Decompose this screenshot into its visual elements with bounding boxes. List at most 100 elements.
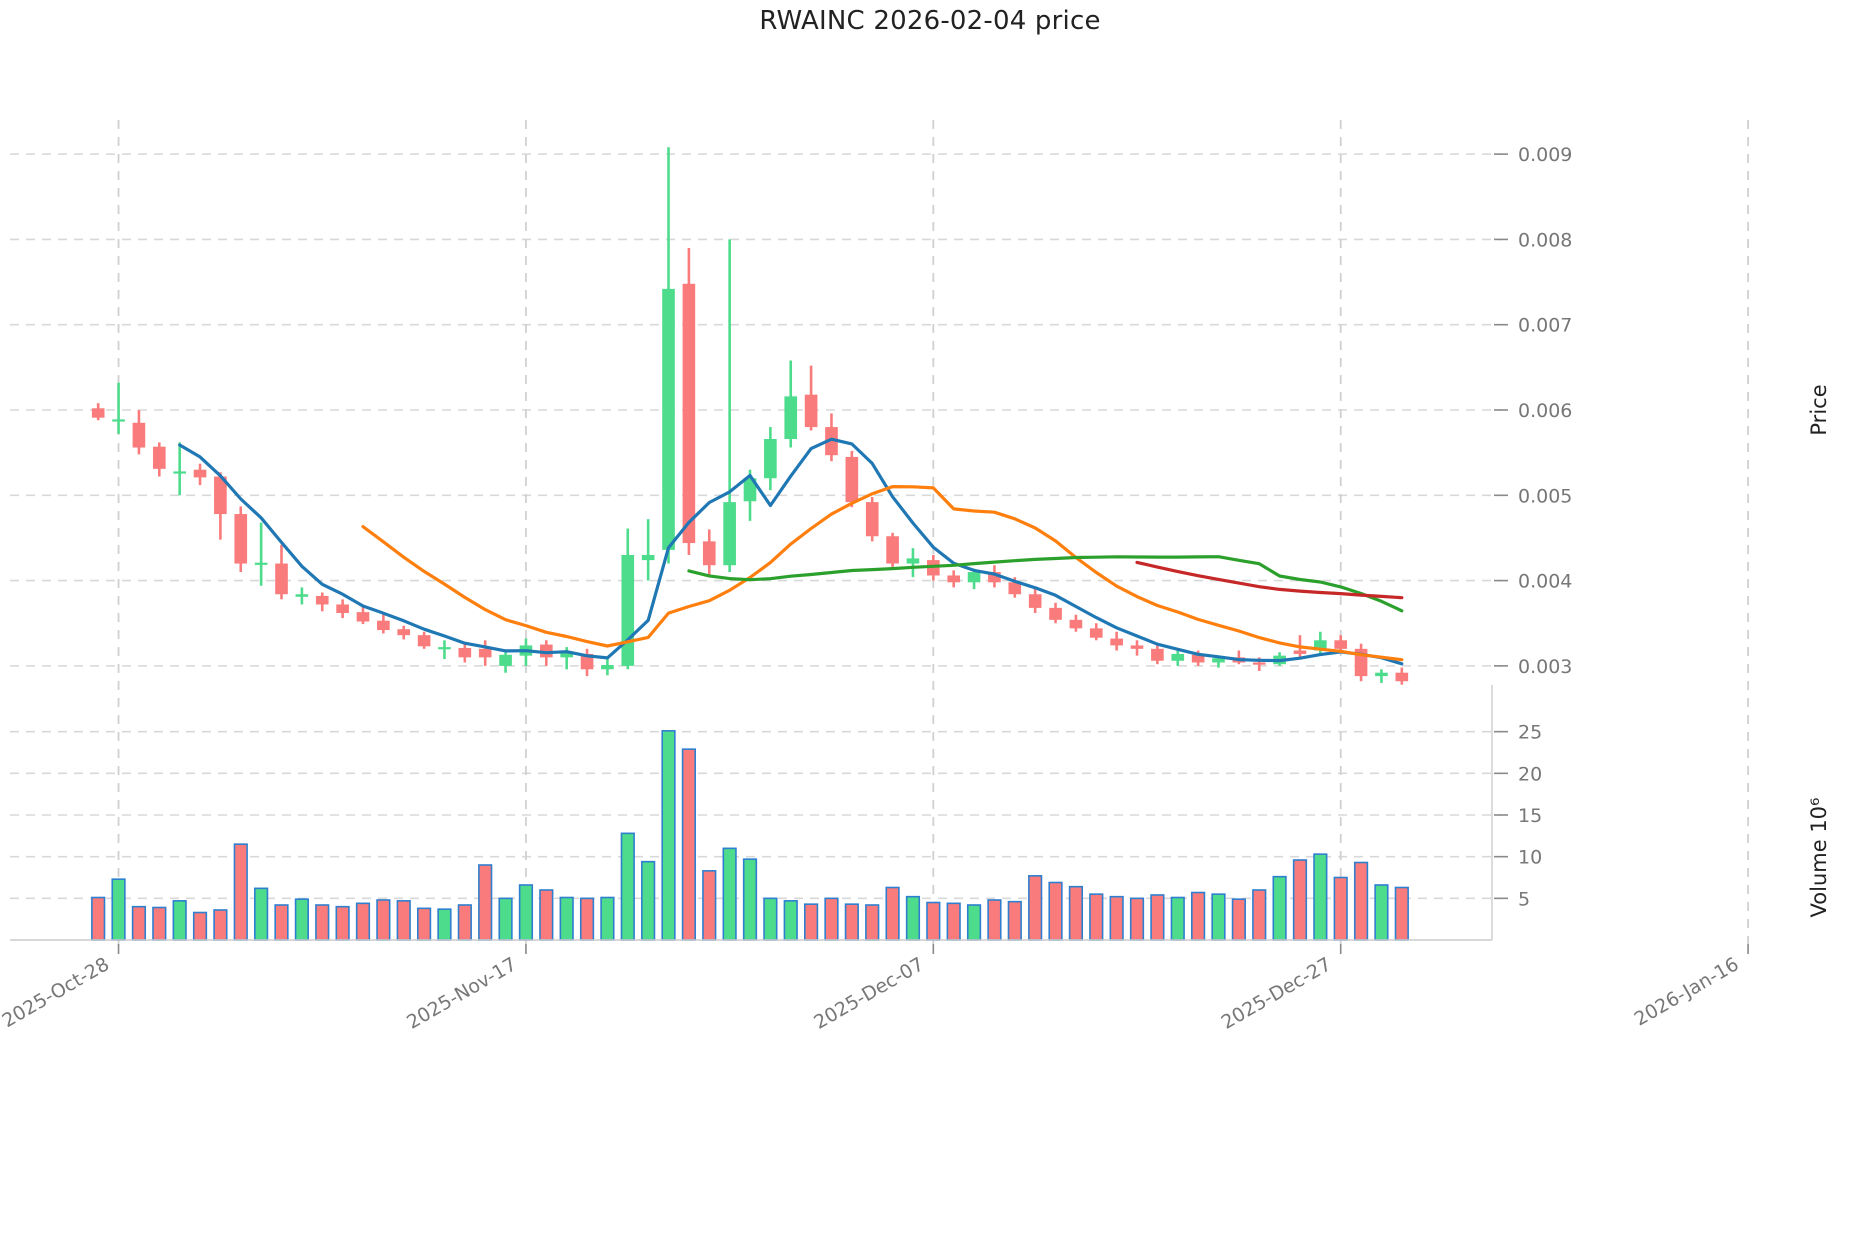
candle-body [254, 562, 268, 565]
volume-tick-label: 5 [1518, 888, 1530, 910]
candle-body [865, 502, 879, 537]
volume-bar [926, 901, 941, 941]
candle-body [1293, 650, 1307, 654]
volume-bar [1211, 893, 1226, 941]
price-tick-label: 0.003 [1518, 656, 1572, 678]
date-tick-label: 2025-Dec-27 [1218, 953, 1336, 1034]
moving-average-lines [178, 437, 1404, 666]
volume-bar [111, 878, 126, 941]
volume-bar [1028, 875, 1043, 941]
volume-tick-label: 10 [1518, 847, 1542, 869]
volume-bar [437, 908, 452, 941]
candle-body [641, 555, 655, 561]
volume-axis-title: Volume 10⁶ [1807, 798, 1831, 918]
volume-bar [661, 730, 676, 941]
candle-body [560, 652, 573, 658]
volume-bar [1007, 900, 1022, 941]
volume-bar [579, 897, 595, 941]
candle-body [377, 620, 390, 631]
volume-bar [498, 897, 513, 941]
volume-bar [396, 900, 411, 941]
candle-body [173, 471, 186, 474]
volume-tick-label: 25 [1518, 722, 1542, 744]
volume-bar [844, 903, 859, 941]
candle-body [499, 654, 512, 666]
volume-bar [131, 905, 147, 941]
candle-body [356, 612, 370, 622]
candle-body [825, 427, 838, 456]
volume-bar [1353, 861, 1369, 941]
volume-bar [1089, 893, 1104, 941]
candle-body [112, 419, 125, 422]
volume-bar [641, 860, 656, 941]
axis-spines [10, 685, 1493, 941]
candle-body [947, 575, 961, 583]
candle-body [1375, 672, 1388, 677]
candle-body [906, 558, 920, 564]
candle-body [621, 555, 635, 666]
volume-bar [1313, 853, 1328, 941]
volume-bar [824, 897, 839, 941]
volume-bar [600, 896, 615, 941]
volume-bar [1109, 895, 1124, 941]
volume-bar [1150, 894, 1165, 941]
volume-bar [1048, 881, 1063, 941]
price-grid-lines [10, 153, 1502, 667]
volume-bar [457, 904, 472, 941]
candle-body [1130, 645, 1144, 649]
candle-body [295, 594, 309, 597]
vertical-grid-lines [117, 120, 1749, 948]
candle-body [804, 394, 818, 428]
volume-bar [1068, 885, 1084, 941]
volume-axis-ticks: 25 20 15 10 5 [1494, 722, 1542, 910]
volume-bar [376, 899, 391, 941]
volume-bar [1231, 898, 1246, 941]
volume-bar [213, 909, 228, 941]
candle-body [1314, 640, 1327, 651]
volume-bar [966, 904, 982, 941]
volume-bar [1129, 897, 1145, 941]
candle-body [682, 283, 696, 544]
candle-body [702, 541, 716, 566]
volume-bar [172, 900, 187, 941]
volume-bar [91, 896, 106, 941]
volume-bar [946, 902, 961, 941]
price-tick-label: 0.004 [1518, 571, 1572, 593]
volume-tick-label: 15 [1518, 805, 1542, 827]
candle-body [275, 563, 288, 595]
volume-bar [294, 898, 309, 941]
volume-bar [315, 904, 330, 941]
candle-body [967, 572, 981, 583]
candle-body [1334, 640, 1348, 649]
date-tick-label: 2026-Jan-16 [1631, 953, 1743, 1030]
volume-bar [742, 858, 758, 941]
candle-body [478, 648, 492, 658]
price-tick-label: 0.007 [1518, 315, 1572, 337]
volume-bar [1394, 886, 1409, 941]
axis-titles: Price Volume 10⁶ [1807, 384, 1831, 917]
volume-bar [1333, 876, 1348, 941]
volume-bar [620, 832, 635, 941]
volume-bar [518, 884, 534, 941]
ma-line-ma-long [1135, 560, 1404, 600]
date-tick-label: 2025-Nov-17 [403, 953, 520, 1033]
price-tick-label: 0.005 [1518, 485, 1572, 507]
price-tick-label: 0.008 [1518, 229, 1572, 251]
volume-bar [539, 889, 554, 941]
volume-bar [987, 899, 1002, 941]
volume-bar [905, 895, 921, 941]
volume-bar [702, 870, 717, 941]
candle-body [152, 446, 166, 469]
candle-body [723, 502, 736, 566]
candle-body [1089, 628, 1103, 638]
volume-bar [254, 887, 269, 941]
date-axis-ticks: 2025-Oct-28 2025-Nov-17 2025-Dec-07 2025-De… [0, 944, 1749, 1034]
candle-body [1008, 582, 1022, 595]
candle-body [886, 536, 899, 564]
candle-body [397, 629, 411, 636]
candle-body [764, 439, 777, 479]
date-tick-label: 2025-Dec-07 [810, 953, 928, 1034]
volume-bar [1191, 891, 1206, 941]
candle-body [1069, 619, 1083, 629]
candle-body [1212, 658, 1225, 663]
